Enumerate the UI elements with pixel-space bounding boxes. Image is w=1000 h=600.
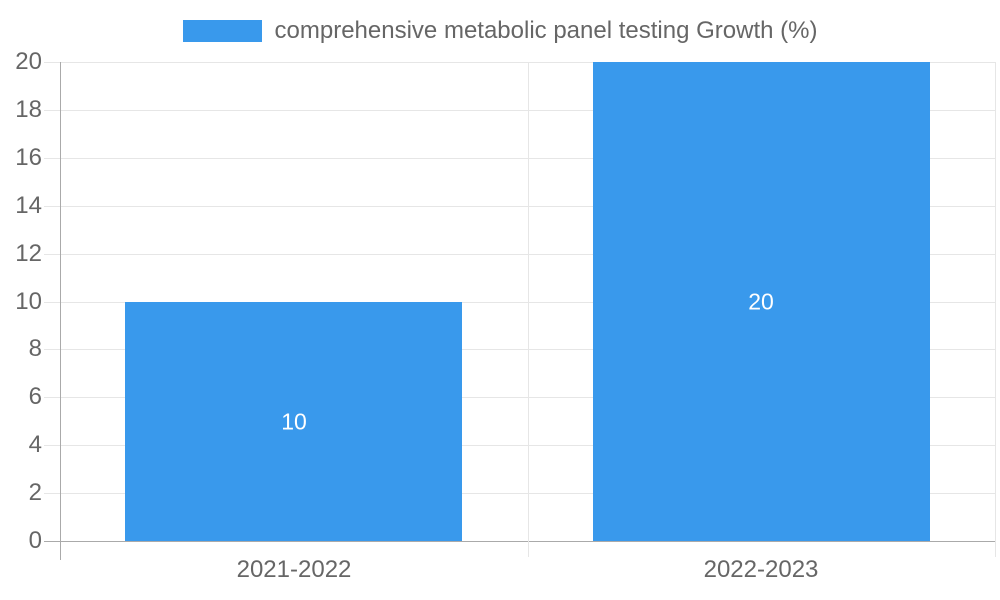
x-axis-line: [44, 541, 995, 542]
gridline-horizontal: [44, 397, 995, 398]
bar-data-label: 10: [281, 408, 307, 435]
y-axis-tick-label: 4: [28, 431, 42, 458]
y-axis-tick-label: 12: [15, 240, 42, 267]
bar-data-label: 20: [748, 288, 774, 315]
bar[interactable]: [593, 62, 930, 541]
gridline-horizontal: [44, 254, 995, 255]
x-axis-tick-label: 2022-2023: [703, 556, 819, 583]
y-axis-tick-label: 18: [15, 96, 42, 123]
y-axis-tick-label: 6: [28, 383, 42, 410]
gridline-horizontal: [44, 158, 995, 159]
gridline-horizontal: [44, 206, 995, 207]
legend-label: comprehensive metabolic panel testing Gr…: [274, 17, 818, 44]
gridline-horizontal: [44, 445, 995, 446]
gridline-horizontal: [44, 493, 995, 494]
y-axis-tick-label: 2: [28, 479, 42, 506]
gridline-vertical: [528, 62, 529, 557]
y-axis-tick-label: 10: [15, 288, 42, 315]
y-axis-tick-label: 20: [15, 48, 42, 75]
y-axis-line: [60, 62, 61, 560]
x-axis-tick-label: 2021-2022: [236, 556, 352, 583]
y-axis-tick-label: 8: [28, 335, 42, 362]
legend-swatch-icon: [182, 20, 262, 42]
gridline-vertical: [995, 62, 996, 557]
y-axis-tick-label: 0: [28, 527, 42, 554]
gridline-horizontal: [44, 110, 995, 111]
y-axis-tick-label: 14: [15, 192, 42, 219]
gridline-horizontal: [44, 302, 995, 303]
legend-item[interactable]: comprehensive metabolic panel testing Gr…: [0, 14, 1000, 48]
gridline-horizontal: [44, 349, 995, 350]
bar[interactable]: [125, 302, 462, 541]
gridline-horizontal: [44, 62, 995, 63]
y-axis-tick-label: 16: [15, 144, 42, 171]
